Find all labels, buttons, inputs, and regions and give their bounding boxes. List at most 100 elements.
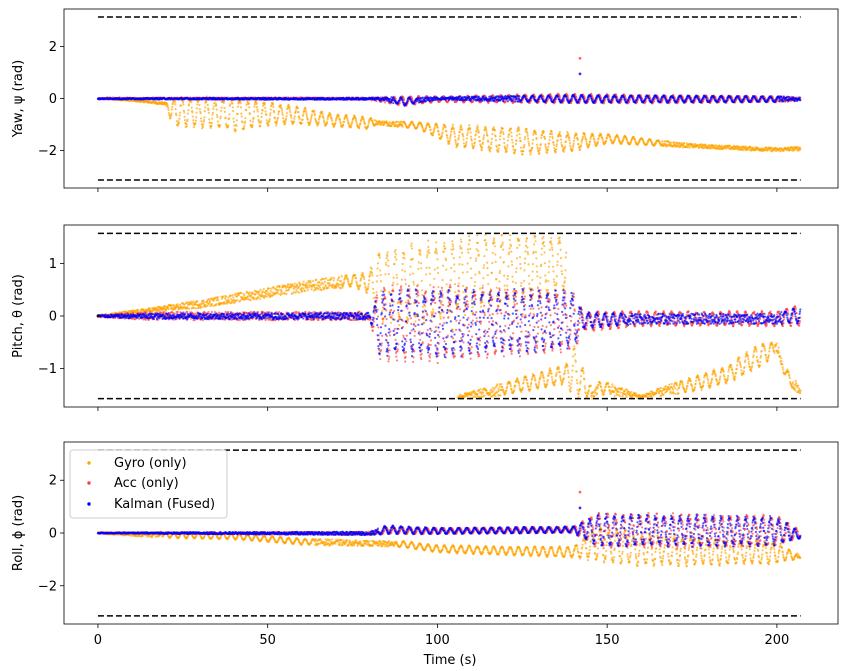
data-point: [192, 119, 195, 122]
data-point: [194, 122, 197, 125]
data-point: [170, 112, 173, 115]
data-point: [179, 104, 182, 107]
data-point: [529, 153, 532, 156]
data-point: [260, 120, 263, 123]
data-point: [444, 126, 447, 129]
data-point: [448, 142, 451, 145]
data-point: [200, 120, 203, 123]
data-point: [482, 136, 485, 139]
data-point: [517, 127, 520, 130]
data-point: [454, 140, 457, 143]
data-point: [289, 114, 293, 117]
data-point: [445, 130, 448, 133]
data-point: [243, 122, 246, 125]
data-point: [211, 111, 215, 114]
data-point: [263, 102, 266, 105]
data-point: [470, 139, 473, 142]
data-point: [453, 130, 456, 133]
data-point: [361, 115, 364, 118]
data-point: [196, 100, 200, 104]
data-point: [699, 143, 703, 146]
data-point: [428, 123, 431, 126]
data-point: [243, 120, 247, 123]
yaw-panel: −202 Yaw, ψ (rad): [11, 8, 839, 192]
data-point: [236, 113, 239, 116]
data-point: [494, 139, 498, 142]
data-point: [257, 115, 260, 118]
data-point: [304, 107, 307, 111]
data-point: [199, 117, 203, 120]
data-point: [276, 116, 280, 119]
data-point: [538, 146, 542, 150]
data-point: [527, 140, 530, 143]
data-point: [456, 142, 460, 145]
data-point: [485, 131, 488, 134]
data-point: [274, 124, 278, 127]
data-point: [512, 145, 515, 148]
data-point: [259, 124, 262, 127]
data-point: [228, 113, 231, 116]
data-point: [568, 142, 572, 145]
data-point: [484, 125, 487, 129]
data-point: [166, 103, 169, 106]
data-point: [484, 127, 488, 131]
data-point: [601, 138, 604, 142]
data-point: [347, 122, 350, 125]
data-point: [587, 145, 590, 149]
data-point: [551, 137, 554, 140]
data-point: [223, 100, 226, 103]
data-point: [490, 141, 493, 144]
data-point: [251, 125, 254, 128]
data-point: [329, 114, 332, 117]
data-point: [288, 105, 291, 109]
data-point: [462, 135, 465, 138]
data-point: [183, 115, 186, 119]
data-point: [460, 125, 463, 129]
data-point: [544, 143, 547, 146]
data-point: [195, 111, 198, 114]
data-point: [255, 102, 258, 105]
data-point: [474, 138, 477, 141]
data-point: [185, 125, 188, 128]
data-point: [745, 145, 748, 148]
data-point: [482, 138, 485, 141]
data-point: [494, 135, 497, 138]
data-point: [283, 122, 287, 125]
data-point: [202, 120, 205, 124]
data-point: [534, 131, 537, 134]
data-point: [453, 132, 456, 135]
data-point: [609, 136, 612, 139]
data-point: [285, 115, 288, 118]
data-point: [183, 111, 186, 114]
data-point: [499, 135, 502, 138]
data-point: [273, 117, 277, 120]
data-point: [511, 141, 514, 144]
data-point: [481, 99, 484, 102]
data-point: [580, 141, 583, 144]
data-point: [577, 143, 580, 146]
data-point: [564, 145, 567, 148]
data-point: [578, 148, 582, 152]
data-point: [550, 132, 554, 135]
data-point: [449, 133, 452, 136]
data-point: [300, 122, 303, 125]
data-point: [231, 106, 234, 109]
data-point: [260, 115, 263, 118]
data-point: [464, 96, 467, 99]
data-point: [240, 115, 243, 118]
data-point: [194, 119, 197, 122]
data-point: [215, 108, 218, 111]
data-point: [698, 146, 701, 149]
data-point: [218, 125, 221, 129]
data-point: [279, 104, 283, 107]
data-point: [510, 131, 513, 134]
data-point: [253, 105, 256, 108]
data-point: [477, 130, 480, 133]
data-point: [211, 113, 214, 116]
data-point: [245, 103, 248, 106]
data-point: [355, 122, 358, 125]
data-point: [276, 119, 279, 123]
data-point: [559, 138, 563, 141]
data-point: [558, 131, 561, 134]
